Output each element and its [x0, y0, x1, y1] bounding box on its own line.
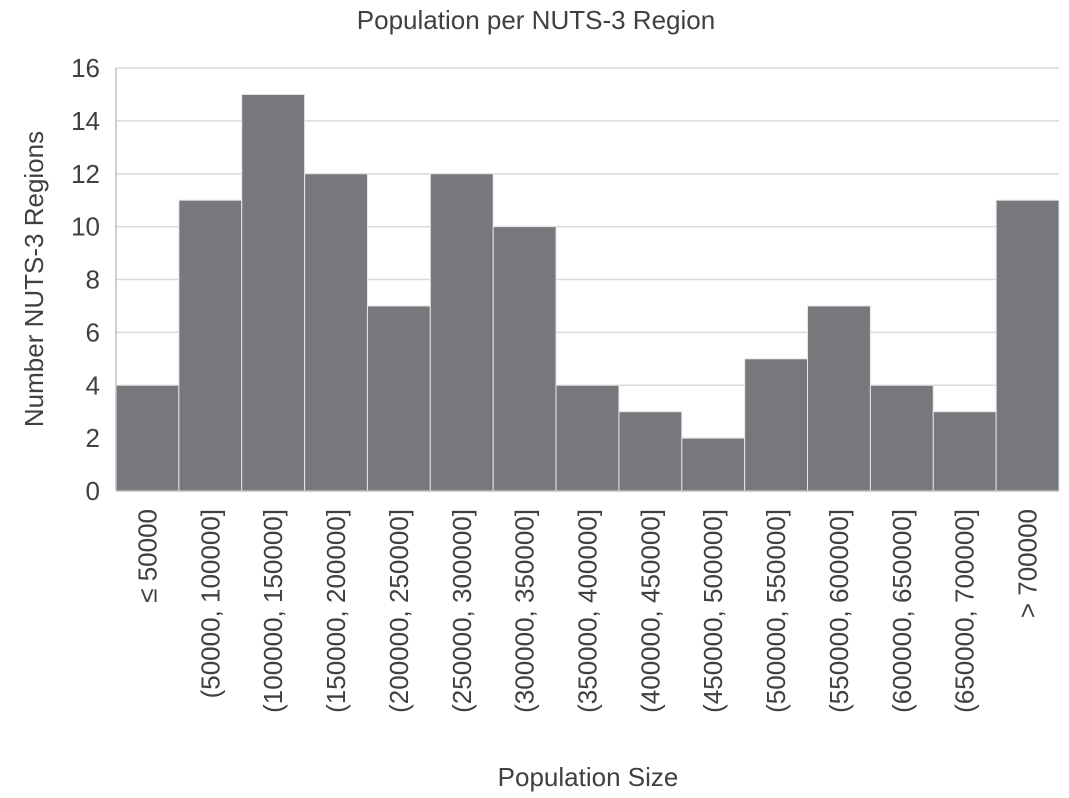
bar — [241, 93, 306, 492]
y-tick-label: 14 — [71, 106, 100, 136]
chart-title: Population per NUTS-3 Region — [357, 5, 715, 35]
bar — [429, 173, 494, 492]
bar — [744, 358, 809, 492]
x-tick-label: (650000, 700000] — [950, 509, 980, 713]
y-tick-label: 0 — [86, 476, 100, 506]
x-tick-label: (450000, 500000] — [698, 509, 728, 713]
x-tick-label: (250000, 300000] — [447, 509, 477, 713]
y-tick-label: 12 — [71, 159, 100, 189]
bar — [178, 199, 243, 492]
x-tick-label: (150000, 200000] — [321, 509, 351, 713]
x-tick-label: (100000, 150000] — [258, 509, 288, 713]
x-tick-label: (550000, 600000] — [824, 509, 854, 713]
x-tick-label: (200000, 250000] — [384, 509, 414, 713]
x-tick-label: (600000, 650000] — [887, 509, 917, 713]
y-tick-label: 16 — [71, 53, 100, 83]
bar — [932, 411, 997, 492]
y-tick-label: 10 — [71, 212, 100, 242]
bar — [555, 384, 620, 492]
bar — [366, 305, 431, 492]
y-tick-label: 6 — [86, 317, 100, 347]
x-axis-title: Population Size — [498, 762, 679, 792]
x-tick-label: (350000, 400000] — [573, 509, 603, 713]
bar — [995, 199, 1060, 492]
axes: 0 2 4 6 8 10 12 14 16 ≤ 50000 (50000, 100000] (1000… — [71, 53, 1059, 713]
bar — [492, 226, 557, 492]
x-tick-label: (50000, 100000] — [195, 509, 225, 698]
x-tick-label: (400000, 450000] — [635, 509, 665, 713]
x-tick-label: ≤ 50000 — [132, 509, 162, 603]
y-tick-label: 4 — [86, 370, 100, 400]
bars — [115, 93, 1060, 492]
y-tick-label: 2 — [86, 423, 100, 453]
bar — [869, 384, 934, 492]
bar — [681, 437, 746, 492]
x-tick-label: (300000, 350000] — [510, 509, 540, 713]
bar — [115, 384, 180, 492]
bar — [304, 173, 368, 492]
x-tick-label: (500000, 550000] — [761, 509, 791, 713]
x-tick-label: > 700000 — [1013, 509, 1043, 618]
y-tick-label: 8 — [86, 265, 100, 295]
bar — [807, 305, 871, 492]
bar — [618, 411, 683, 492]
y-axis-title: Number NUTS-3 Regions — [19, 131, 49, 427]
